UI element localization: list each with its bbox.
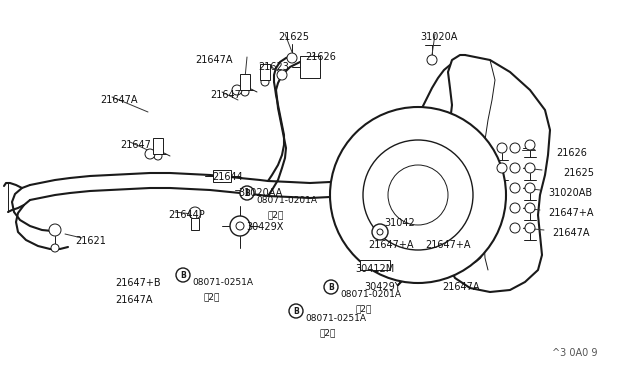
Circle shape — [510, 143, 520, 153]
Circle shape — [189, 207, 201, 219]
Text: 21623: 21623 — [258, 62, 289, 72]
Text: 21647: 21647 — [120, 140, 151, 150]
Text: 08071-0201A: 08071-0201A — [256, 196, 317, 205]
Circle shape — [363, 140, 473, 250]
Circle shape — [277, 70, 287, 80]
Text: 31020AA: 31020AA — [238, 188, 282, 198]
Circle shape — [49, 224, 61, 236]
Circle shape — [525, 183, 535, 193]
Text: 21625: 21625 — [278, 32, 309, 42]
Circle shape — [510, 183, 520, 193]
Text: B: B — [180, 270, 186, 279]
Circle shape — [497, 163, 507, 173]
Text: 21647+B: 21647+B — [115, 278, 161, 288]
Bar — [213, 170, 231, 182]
Text: 21647: 21647 — [210, 90, 241, 100]
Text: 08071-0201A: 08071-0201A — [340, 290, 401, 299]
Bar — [260, 64, 270, 80]
Bar — [300, 56, 320, 78]
Text: 21626: 21626 — [556, 148, 587, 158]
Bar — [240, 74, 250, 90]
Text: 31020A: 31020A — [420, 32, 458, 42]
Text: 21644P: 21644P — [168, 210, 205, 220]
Text: 21647A: 21647A — [100, 95, 138, 105]
Bar — [360, 260, 390, 270]
Circle shape — [510, 223, 520, 233]
Circle shape — [261, 78, 269, 86]
Text: 21647+A: 21647+A — [425, 240, 470, 250]
Text: 08071-0251A: 08071-0251A — [192, 278, 253, 287]
Circle shape — [176, 268, 190, 282]
Text: （2）: （2） — [204, 292, 220, 301]
Circle shape — [324, 280, 338, 294]
Text: 21621: 21621 — [75, 236, 106, 246]
Text: ^3 0A0 9: ^3 0A0 9 — [552, 348, 598, 358]
Text: 30429X: 30429X — [246, 222, 284, 232]
Circle shape — [287, 53, 297, 63]
Text: 21647A: 21647A — [195, 55, 232, 65]
Text: （2）: （2） — [320, 328, 337, 337]
Circle shape — [289, 304, 303, 318]
Text: 30412M: 30412M — [355, 264, 394, 274]
Text: 08071-0251A: 08071-0251A — [305, 314, 366, 323]
Circle shape — [525, 223, 535, 233]
Circle shape — [240, 186, 254, 200]
Circle shape — [241, 88, 249, 96]
Text: 30429Y: 30429Y — [364, 282, 401, 292]
Text: 21626: 21626 — [305, 52, 336, 62]
Circle shape — [51, 244, 59, 252]
Text: B: B — [244, 189, 250, 198]
Circle shape — [525, 163, 535, 173]
Text: 31042: 31042 — [384, 218, 415, 228]
Text: 21644: 21644 — [212, 172, 243, 182]
Text: 21647A: 21647A — [115, 295, 152, 305]
Circle shape — [154, 152, 162, 160]
Circle shape — [372, 224, 388, 240]
Bar — [191, 218, 199, 230]
Circle shape — [510, 163, 520, 173]
Circle shape — [427, 55, 437, 65]
Circle shape — [525, 140, 535, 150]
Circle shape — [525, 203, 535, 213]
Circle shape — [236, 222, 244, 230]
Circle shape — [497, 143, 507, 153]
Circle shape — [388, 165, 448, 225]
Text: 31020AB: 31020AB — [548, 188, 592, 198]
Text: （2）: （2） — [355, 304, 371, 313]
Circle shape — [232, 85, 242, 95]
Text: B: B — [293, 307, 299, 315]
Text: （2）: （2） — [268, 210, 284, 219]
Text: 21647A: 21647A — [442, 282, 479, 292]
Text: B: B — [328, 282, 334, 292]
Circle shape — [510, 203, 520, 213]
Text: 21625: 21625 — [563, 168, 594, 178]
Circle shape — [377, 229, 383, 235]
Circle shape — [145, 149, 155, 159]
Circle shape — [230, 216, 250, 236]
Text: 21647+A: 21647+A — [368, 240, 413, 250]
Text: 21647+A: 21647+A — [548, 208, 593, 218]
Text: 21647A: 21647A — [552, 228, 589, 238]
Bar — [153, 138, 163, 154]
Circle shape — [330, 107, 506, 283]
